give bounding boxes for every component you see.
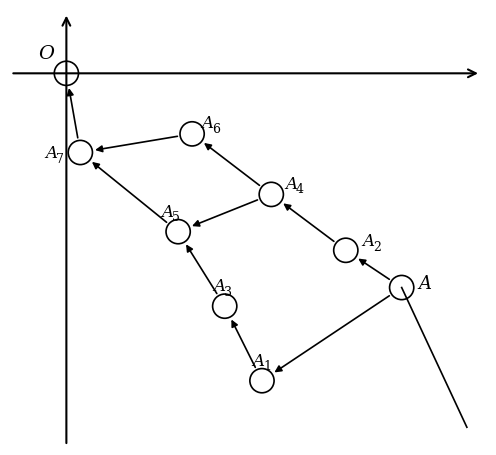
Text: A: A (45, 145, 57, 162)
Text: 5: 5 (172, 211, 180, 224)
Text: 3: 3 (224, 285, 232, 298)
Text: 1: 1 (263, 359, 271, 373)
Text: 2: 2 (373, 241, 381, 253)
Text: A: A (201, 115, 213, 132)
Text: A: A (363, 233, 374, 250)
Text: A: A (252, 352, 265, 369)
Text: A: A (161, 203, 174, 220)
Text: 4: 4 (296, 183, 304, 196)
Text: 6: 6 (212, 122, 220, 136)
Text: A: A (214, 278, 226, 294)
Text: 7: 7 (56, 152, 63, 165)
Text: O: O (38, 45, 54, 63)
Text: A: A (419, 274, 432, 292)
Text: A: A (285, 175, 297, 192)
